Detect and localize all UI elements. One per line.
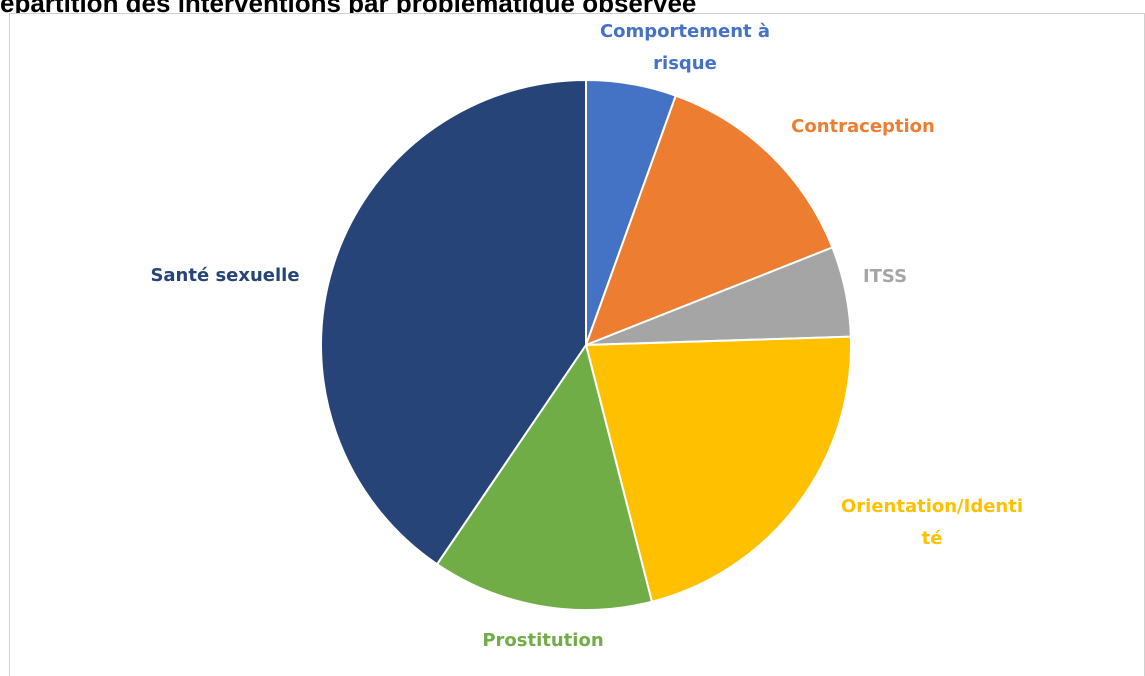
pie-slice-label-2: ITSS (863, 266, 907, 287)
pie-slice-label-3: Orientation/Identi té (841, 496, 1023, 549)
pie-slice-label-4: Prostitution (482, 630, 603, 651)
pie-slice-5 (320, 78, 587, 566)
pie-slice-label-5: Santé sexuelle (150, 265, 299, 286)
pie-slice-4 (435, 342, 654, 611)
pie-slice-label-0: Comportement à risque (600, 21, 770, 74)
pie-slice-1 (584, 94, 834, 347)
pie-slice-3 (584, 335, 852, 603)
pie-slice-label-1: Contraception (791, 116, 935, 137)
